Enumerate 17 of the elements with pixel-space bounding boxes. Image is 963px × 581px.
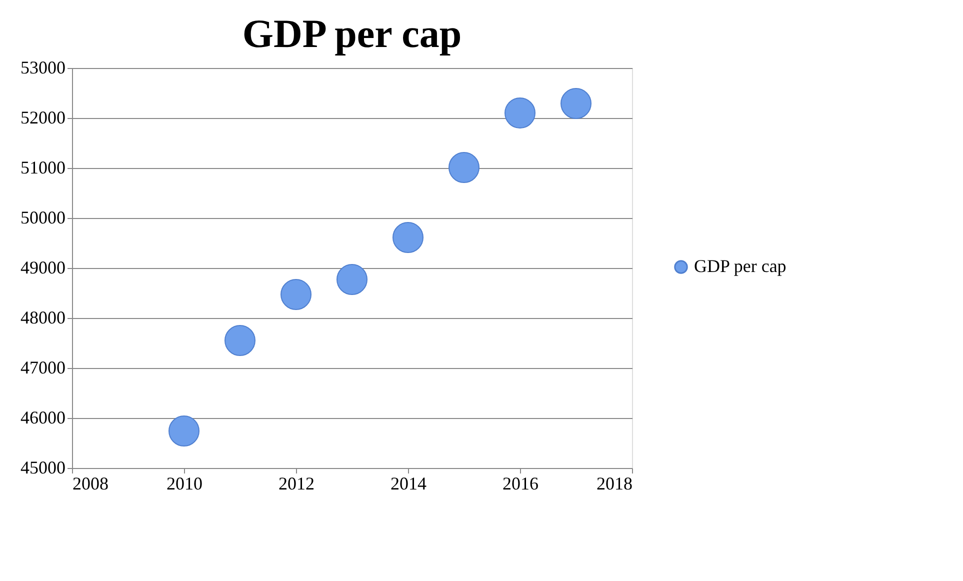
- x-tick-label: 2012: [278, 474, 314, 494]
- y-tick-label: 45000: [20, 458, 66, 478]
- y-tick-label: 48000: [20, 308, 66, 328]
- legend-label: GDP per cap: [694, 256, 786, 276]
- y-tick-label: 51000: [20, 158, 66, 178]
- y-tick-label: 52000: [20, 108, 66, 128]
- y-tick-label: 47000: [20, 358, 66, 378]
- y-tick-label: 50000: [20, 208, 66, 228]
- chart-title: GDP per cap: [242, 11, 462, 56]
- y-tick-label: 49000: [20, 258, 66, 278]
- x-tick-label: 2008: [72, 474, 108, 494]
- y-tick-label: 46000: [20, 408, 66, 428]
- x-tick-label: 2010: [166, 474, 202, 494]
- x-tick-label: 2016: [502, 474, 538, 494]
- x-tick-label: 2014: [390, 474, 426, 494]
- y-tick-label: 53000: [20, 58, 66, 78]
- x-tick-label: 2018: [596, 474, 632, 494]
